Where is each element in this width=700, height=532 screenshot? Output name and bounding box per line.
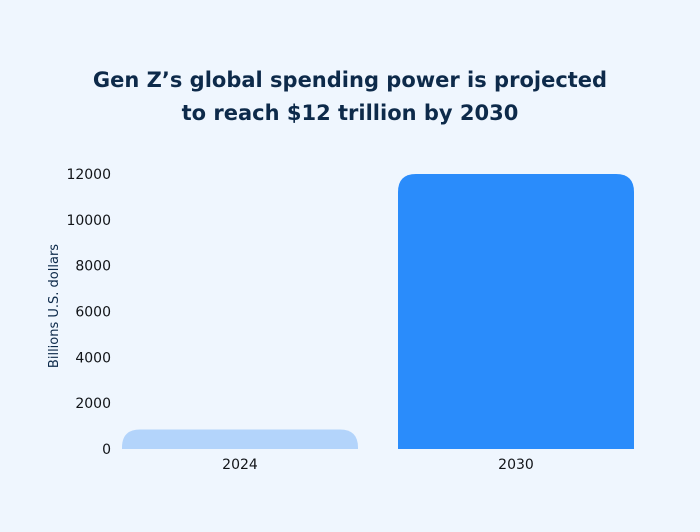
chart-title: Gen Z’s global spending power is project… xyxy=(0,64,700,130)
y-tick-label: 8000 xyxy=(75,259,111,275)
bars xyxy=(122,174,634,449)
y-tick-label: 12000 xyxy=(66,167,111,183)
y-tick-label: 6000 xyxy=(75,305,111,321)
chart-title-line-2: to reach $12 trillion by 2030 xyxy=(181,101,519,125)
y-tick-label: 4000 xyxy=(75,350,111,366)
bar-2024 xyxy=(122,429,358,449)
x-axis-ticks: 2024 2030 xyxy=(222,457,534,473)
y-axis-ticks: 0 2000 4000 6000 8000 10000 12000 xyxy=(66,167,111,458)
y-axis-label: Billions U.S. dollars xyxy=(47,244,62,368)
x-tick-label: 2024 xyxy=(222,457,258,473)
bar-2030 xyxy=(398,174,634,449)
y-tick-label: 2000 xyxy=(75,396,111,412)
y-tick-label: 0 xyxy=(102,442,111,458)
y-tick-label: 10000 xyxy=(66,213,111,229)
x-tick-label: 2030 xyxy=(498,457,534,473)
chart-title-line-1: Gen Z’s global spending power is project… xyxy=(92,68,608,92)
